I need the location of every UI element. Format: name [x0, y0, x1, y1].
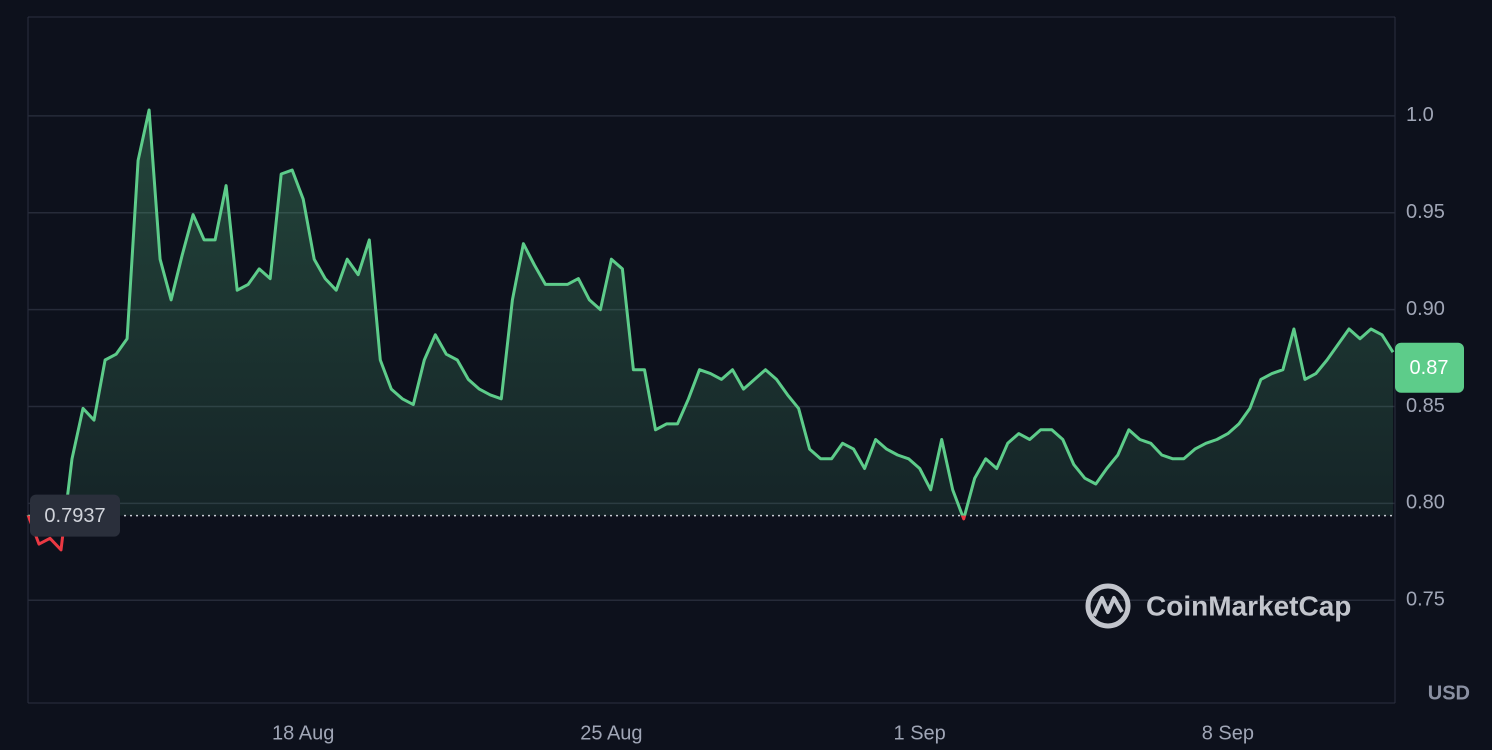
watermark-logo	[1085, 583, 1131, 629]
y-tick-label: 0.90	[1406, 298, 1445, 320]
y-tick-label: 0.80	[1406, 492, 1445, 514]
plot: 0.7937 0.87	[26, 108, 1464, 552]
current-price-label: 0.87	[1410, 357, 1449, 379]
reference-price-label: 0.7937	[44, 505, 105, 527]
y-tick-label: 0.85	[1406, 395, 1445, 417]
y-tick-label: 0.95	[1406, 201, 1445, 223]
watermark: CoinMarketCap	[1085, 583, 1351, 629]
price-area	[28, 110, 1393, 516]
y-tick-label: 0.75	[1406, 589, 1445, 611]
currency-label: USD	[1428, 682, 1470, 704]
x-tick-label: 25 Aug	[580, 722, 642, 744]
price-line	[26, 108, 1395, 516]
watermark-logo-mark	[1092, 596, 1124, 617]
x-tick-label: 1 Sep	[894, 722, 946, 744]
current-price-tag	[1395, 342, 1464, 393]
watermark-text: CoinMarketCap	[1146, 590, 1351, 621]
y-tick-label: 1.0	[1406, 104, 1434, 126]
reference-tag	[30, 494, 120, 537]
x-tick-label: 18 Aug	[272, 722, 334, 744]
x-tick-label: 8 Sep	[1202, 722, 1254, 744]
